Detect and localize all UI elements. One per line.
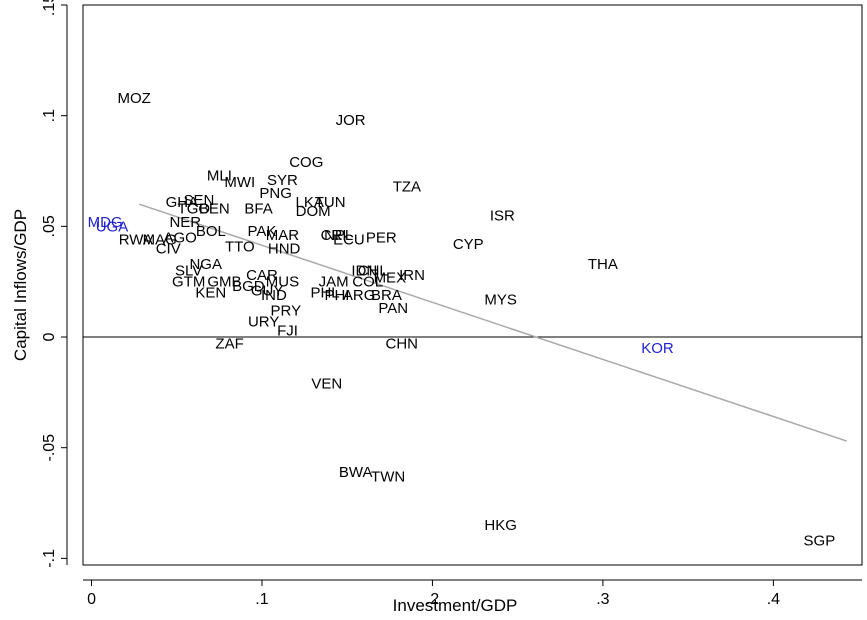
- point-label-chl: CHL: [358, 263, 388, 280]
- point-label-sgp: SGP: [804, 533, 836, 550]
- point-label-civ: CIV: [156, 240, 181, 257]
- point-label-gtm: GTM: [172, 274, 205, 291]
- y-tick-label: -.05: [41, 434, 58, 462]
- point-label-ury: URY: [248, 314, 279, 331]
- point-label-hnd: HND: [268, 240, 301, 257]
- point-label-npl: NPL: [324, 227, 353, 244]
- y-axis: .15 .1 .05 0 -.05 -.1: [41, 0, 68, 568]
- point-label-mwi: MWI: [224, 174, 255, 191]
- point-label-ken: KEN: [195, 285, 226, 302]
- point-label-cri: CRI: [321, 227, 347, 244]
- point-label-ecu: ECU: [333, 232, 365, 249]
- x-tick-label: 0: [87, 591, 96, 608]
- point-label-bfa: BFA: [244, 201, 272, 218]
- point-label-tha: THA: [588, 256, 618, 273]
- x-axis: 0 .1 .2 .3 .4: [83, 579, 862, 608]
- x-axis-title: Investment/GDP: [393, 596, 518, 615]
- point-label-guy: GUY: [251, 283, 284, 300]
- point-label-ven: VEN: [311, 375, 342, 392]
- point-label-moz: MOZ: [117, 90, 150, 107]
- plot-frame: [82, 4, 863, 566]
- point-label-tgo: TGO: [178, 201, 211, 218]
- point-label-pak: PAK: [248, 223, 277, 240]
- point-label-pry: PRY: [271, 302, 302, 319]
- point-label-ago: AGO: [163, 229, 196, 246]
- point-label-cyp: CYP: [453, 236, 484, 253]
- point-label-dom: DOM: [296, 203, 331, 220]
- point-label-arg: ARG: [343, 287, 376, 304]
- point-label-zaf: ZAF: [215, 336, 243, 353]
- point-label-bra: BRA: [371, 287, 402, 304]
- point-label-uga: UGA: [96, 218, 129, 235]
- point-label-phi: PHI: [324, 287, 349, 304]
- fitted-regression-line: [139, 203, 847, 442]
- point-label-gha: GHA: [166, 194, 199, 211]
- point-label-ner: NER: [169, 214, 201, 231]
- point-label-pan: PAN: [378, 300, 408, 317]
- y-tick-label: .1: [41, 109, 58, 122]
- point-label-fji: FJI: [277, 322, 298, 339]
- point-label-mys: MYS: [484, 291, 517, 308]
- point-label-kor: KOR: [641, 340, 674, 357]
- point-label-mag: MAG: [143, 232, 177, 249]
- point-label-sen: SEN: [183, 192, 214, 209]
- point-label-bgd: BGD: [232, 278, 265, 295]
- point-label-jor: JOR: [336, 112, 366, 129]
- point-label-tza: TZA: [393, 179, 421, 196]
- point-label-tun: TUN: [315, 194, 346, 211]
- point-label-chn: CHN: [386, 336, 419, 353]
- point-label-gmb: GMB: [207, 274, 241, 291]
- point-label-mex: MEX: [374, 269, 407, 286]
- y-tick-label: -.1: [41, 549, 58, 568]
- point-label-car: CAR: [246, 267, 278, 284]
- point-label-ben: BEN: [199, 201, 230, 218]
- point-label-jam: JAM: [319, 274, 349, 291]
- point-label-hkg: HKG: [484, 517, 517, 534]
- point-label-slv: SLV: [175, 263, 202, 280]
- x-tick-label: .4: [767, 591, 780, 608]
- point-label-syr: SYR: [267, 172, 298, 189]
- point-label-tto: TTO: [225, 238, 255, 255]
- point-label-irn: IRN: [399, 267, 425, 284]
- point-label-ind: IND: [261, 287, 287, 304]
- point-label-mar: MAR: [266, 227, 300, 244]
- point-label-nga: NGA: [189, 256, 222, 273]
- point-label-cog: COG: [289, 154, 323, 171]
- point-label-col: COL: [352, 274, 383, 291]
- point-label-png: PNG: [259, 185, 292, 202]
- y-tick-label: 0: [41, 332, 58, 341]
- point-label-mus: MUS: [266, 274, 299, 291]
- x-tick-label: .3: [596, 591, 609, 608]
- point-label-phl: PHL: [310, 285, 339, 302]
- y-tick-label: .05: [41, 215, 58, 237]
- point-label-bwa: BWA: [339, 464, 373, 481]
- point-label-mdg: MDG: [88, 214, 123, 231]
- point-label-per: PER: [366, 229, 397, 246]
- point-label-bol: BOL: [196, 223, 226, 240]
- point-label-mli: MLI: [207, 167, 232, 184]
- y-tick-label: .15: [41, 0, 58, 16]
- point-label-lka: LKA: [296, 194, 324, 211]
- point-label-rwa: RWA: [119, 232, 153, 249]
- point-label-twn: TWN: [371, 468, 405, 485]
- point-label-idn: IDN: [351, 263, 377, 280]
- x-tick-label: .2: [426, 591, 439, 608]
- x-tick-label: .1: [255, 591, 268, 608]
- point-label-isr: ISR: [490, 207, 515, 224]
- y-axis-title: Capital Inflows/GDP: [11, 209, 30, 361]
